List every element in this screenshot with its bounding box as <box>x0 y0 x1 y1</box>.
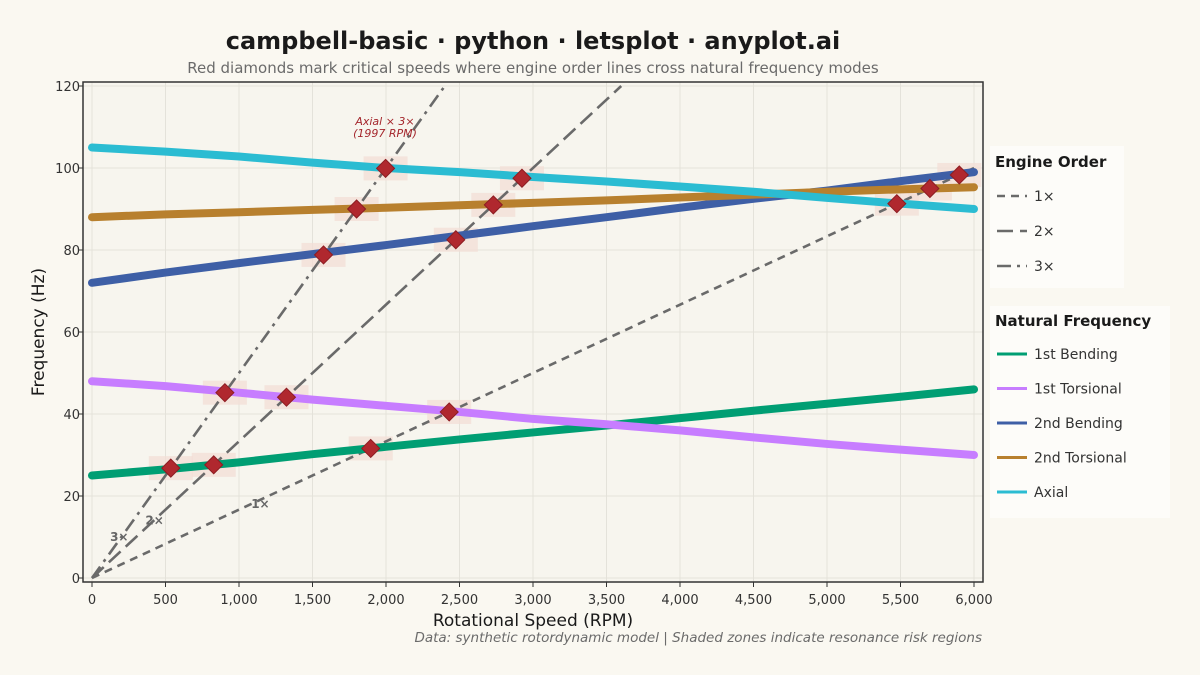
critical-speed-marker-8 <box>439 402 459 422</box>
critical-speed-marker-12 <box>887 193 907 214</box>
legend-engine-order: Engine Order 1× 2× 3× <box>990 146 1124 288</box>
legend-mode-label-4: Axial <box>1034 485 1068 501</box>
y-tick-label-6: 120 <box>55 80 80 95</box>
legend-mode-label-2: 2nd Bending <box>1034 416 1123 432</box>
x-tick-label-2: 1,000 <box>220 593 257 608</box>
mode-line-1 <box>88 377 978 459</box>
x-tick-label-7: 3,500 <box>588 593 625 608</box>
critical-speed-marker-7 <box>375 158 396 179</box>
critical-speed-marker-3 <box>276 387 297 407</box>
x-tick-label-6: 3,000 <box>514 593 551 608</box>
x-tick-label-4: 2,000 <box>367 593 404 608</box>
x-tick-label-9: 4,500 <box>735 593 772 608</box>
annotation-line-1: Axial × 3× <box>354 115 414 128</box>
x-axis-ticks: 0 500 1,000 1,500 2,000 2,500 3,000 3,500 4,000 4… <box>88 582 993 608</box>
y-tick-label-5: 100 <box>55 162 80 177</box>
mode-line-3 <box>88 183 978 222</box>
legend-engine-order-box <box>990 146 1124 288</box>
engine-order-label-1: 2× <box>145 513 163 527</box>
critical-speed-marker-14 <box>949 165 970 185</box>
legend-order-label-2: 3× <box>1034 259 1055 275</box>
critical-speed-marker-10 <box>483 195 504 215</box>
legend-mode-label-0: 1st Bending <box>1034 347 1118 363</box>
legend-order-label-1: 2× <box>1034 224 1055 240</box>
x-tick-label-1: 500 <box>153 593 178 608</box>
y-tick-label-1: 20 <box>63 490 80 505</box>
natural-frequency-lines <box>88 143 978 480</box>
engine-order-labels: 1× 2× 3× <box>110 497 270 544</box>
grid-lines <box>83 82 983 582</box>
x-tick-label-10: 5,000 <box>808 593 845 608</box>
legend-natural-frequency-title: Natural Frequency <box>995 312 1151 330</box>
y-tick-label-3: 60 <box>63 326 80 341</box>
legend-engine-order-title: Engine Order <box>995 153 1107 171</box>
x-tick-label-12: 6,000 <box>955 593 992 608</box>
annotation-line-2: (1997 RPM) <box>353 127 417 140</box>
y-axis-ticks: 0 20 40 60 80 100 120 <box>55 80 83 587</box>
critical-speed-marker-11 <box>512 168 532 188</box>
y-tick-label-4: 80 <box>63 244 80 259</box>
x-tick-label-8: 4,000 <box>661 593 698 608</box>
critical-speed-marker-2 <box>215 382 235 403</box>
chart-title: campbell-basic · python · letsplot · any… <box>226 27 841 55</box>
annotation: Axial × 3× (1997 RPM) <box>353 115 417 140</box>
chart-caption: Data: synthetic rotordynamic model | Sha… <box>414 630 982 646</box>
y-tick-label-2: 40 <box>63 408 80 423</box>
legend-natural-frequency-box <box>990 306 1170 518</box>
critical-speed-marker-6 <box>361 438 381 459</box>
legend-mode-label-1: 1st Torsional <box>1034 382 1122 398</box>
legend-mode-label-3: 2nd Torsional <box>1034 451 1127 467</box>
mode-line-4 <box>88 143 978 213</box>
critical-speed-marker-0 <box>161 458 181 478</box>
engine-order-line-1 <box>91 85 623 579</box>
y-tick-label-0: 0 <box>72 572 80 587</box>
critical-speed-marker-9 <box>446 230 466 250</box>
x-tick-label-5: 2,500 <box>441 593 478 608</box>
mode-line-0 <box>88 385 978 480</box>
x-axis-title: Rotational Speed (RPM) <box>433 611 633 631</box>
engine-order-label-2: 3× <box>110 530 128 544</box>
x-tick-label-3: 1,500 <box>294 593 331 608</box>
y-axis-title: Frequency (Hz) <box>29 268 49 396</box>
legend-natural-frequency: Natural Frequency 1st Bending 1st Torsion… <box>990 306 1170 518</box>
chart-subtitle: Red diamonds mark critical speeds where … <box>187 59 879 77</box>
critical-speed-markers <box>161 158 970 478</box>
critical-speed-marker-1 <box>204 455 224 475</box>
critical-speed-marker-4 <box>313 245 334 265</box>
x-tick-label-11: 5,500 <box>882 593 919 608</box>
legend-order-label-0: 1× <box>1034 189 1055 205</box>
x-tick-label-0: 0 <box>88 593 96 608</box>
critical-speed-marker-13 <box>920 178 940 199</box>
critical-speed-marker-5 <box>346 199 367 219</box>
engine-order-label-0: 1× <box>251 497 269 511</box>
